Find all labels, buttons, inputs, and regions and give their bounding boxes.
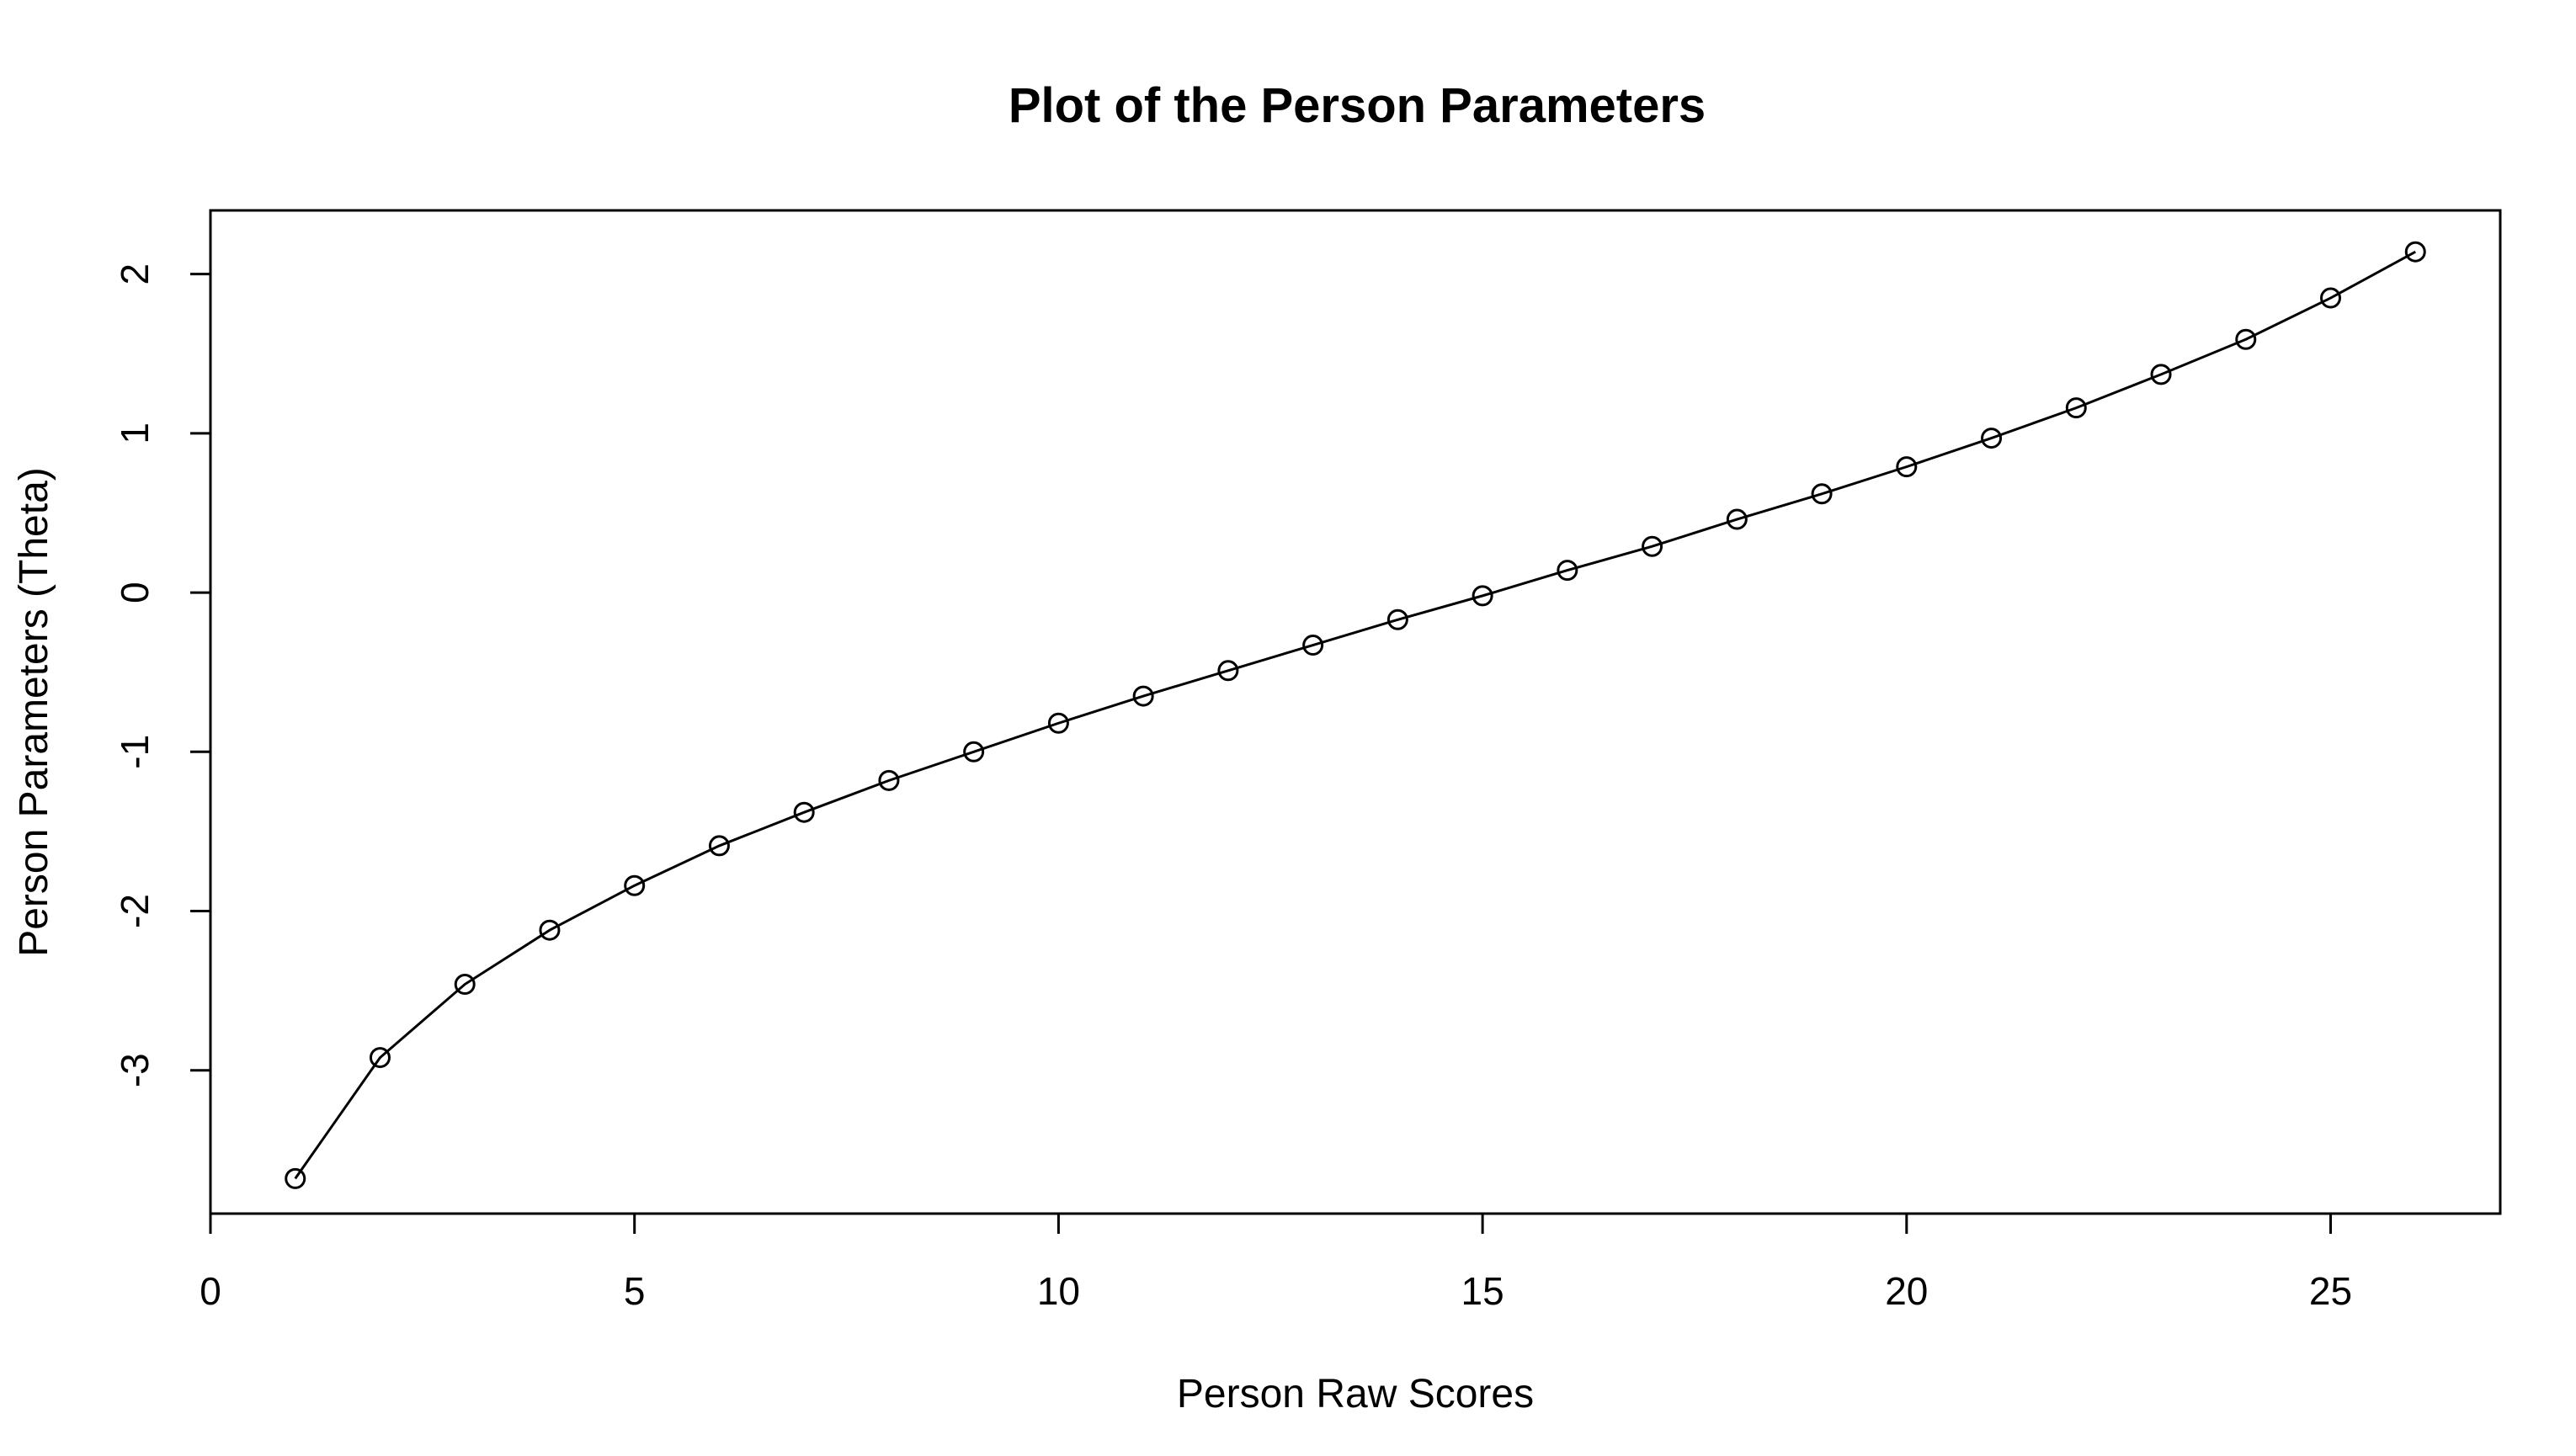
x-axis-label: Person Raw Scores — [1177, 1372, 1534, 1416]
series-line — [294, 250, 2416, 1180]
x-tick-label: 5 — [624, 1269, 646, 1313]
chart-title: Plot of the Person Parameters — [1009, 78, 1706, 133]
y-axis-label: Person Parameters (Theta) — [12, 467, 56, 957]
data-point — [708, 835, 730, 857]
plot-frame — [209, 209, 2502, 1215]
data-point — [1302, 635, 1324, 656]
data-point — [454, 974, 476, 996]
y-tick-label: 2 — [113, 263, 157, 285]
data-point — [624, 874, 646, 896]
data-point — [1472, 585, 1493, 607]
y-axis: -3 -2 -1 0 1 2 — [113, 263, 212, 1087]
data-point — [2320, 287, 2342, 309]
x-tick-label: 25 — [2309, 1269, 2352, 1313]
x-tick-label: 0 — [200, 1269, 221, 1313]
data-point — [1386, 608, 1408, 630]
data-point — [878, 769, 900, 791]
x-tick-label: 10 — [1037, 1269, 1080, 1313]
data-point — [1811, 483, 1833, 505]
data-point — [2404, 241, 2426, 263]
data-point — [1132, 685, 1154, 707]
x-axis: 0 5 10 15 20 25 — [200, 1212, 2352, 1313]
data-point — [539, 919, 561, 941]
data-point — [1047, 712, 1069, 734]
data-point — [2065, 397, 2087, 419]
data-point — [1642, 535, 1663, 557]
y-tick-label: -2 — [113, 894, 157, 928]
data-point — [2150, 364, 2172, 385]
series-group — [285, 241, 2426, 1189]
data-point — [1726, 508, 1748, 530]
x-tick-label: 20 — [1885, 1269, 1928, 1313]
y-tick-label: -3 — [113, 1053, 157, 1087]
data-point — [793, 801, 815, 823]
data-point — [1981, 428, 2003, 449]
data-point — [369, 1047, 391, 1069]
x-tick-label: 15 — [1461, 1269, 1504, 1313]
data-point — [2235, 328, 2257, 350]
data-point — [285, 1167, 306, 1189]
y-tick-label: 0 — [113, 582, 157, 603]
data-point — [963, 741, 985, 763]
data-point — [1217, 660, 1239, 682]
data-point — [1557, 560, 1578, 582]
y-tick-label: 1 — [113, 422, 157, 444]
data-point — [1896, 456, 1918, 478]
y-tick-label: -1 — [113, 735, 157, 769]
